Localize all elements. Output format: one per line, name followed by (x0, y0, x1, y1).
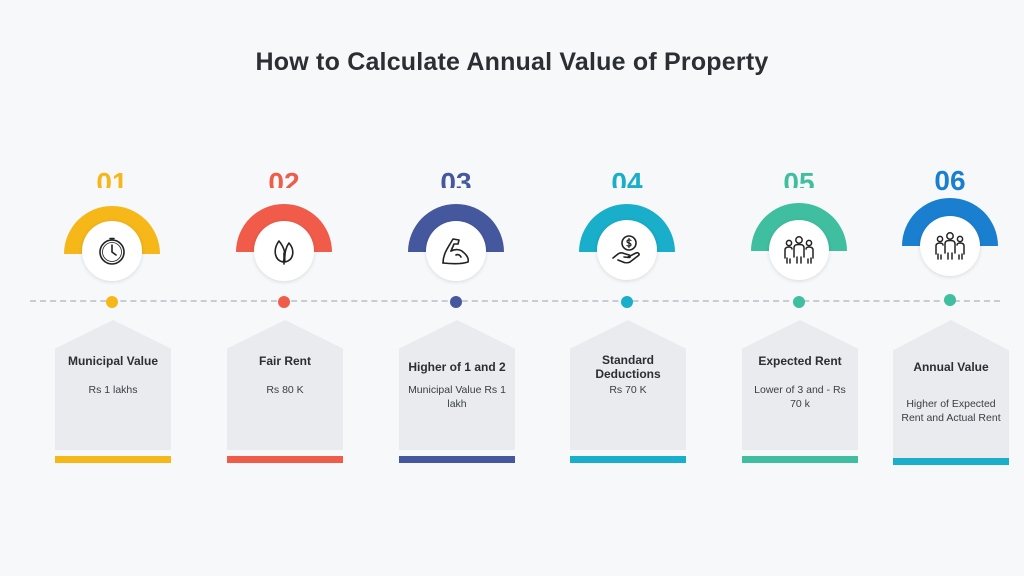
step-5: 05 Expected Rent Lower of 3 and - Rs 70 … (734, 0, 864, 576)
step-1: 01 Municipal Value Rs 1 lakhs (47, 0, 177, 576)
step-card: Expected Rent Lower of 3 and - Rs 70 k (742, 320, 858, 450)
step-text: Lower of 3 and - Rs 70 k (754, 384, 846, 410)
step-6: 06 Annual Value Higher of Expected Rent … (885, 0, 1015, 576)
clock-icon (99, 237, 125, 265)
step-bar (742, 456, 858, 463)
step-text: Rs 80 K (266, 384, 304, 396)
step-bar (570, 456, 686, 463)
step-icon-circle (82, 221, 142, 281)
step-number: 06 (934, 166, 966, 196)
step-2: 02 Fair Rent Rs 80 K (219, 0, 349, 576)
step-number: 03 (440, 167, 472, 188)
step-bar (227, 456, 343, 463)
step-icon-circle (254, 221, 314, 281)
step-title: Higher of 1 and 2 (408, 360, 506, 374)
step-4: 04 Standard Deductions Rs 70 K (562, 0, 692, 576)
step-title: Municipal Value (67, 354, 159, 368)
step-title: Standard Deductions (595, 353, 661, 381)
people-icon (935, 232, 965, 260)
step-icon-circle (426, 221, 486, 281)
step-number: 02 (268, 167, 300, 188)
step-bar (55, 456, 171, 463)
step-icon-circle (920, 216, 980, 276)
step-card: Municipal Value Rs 1 lakhs (55, 320, 171, 450)
step-text: Higher of Expected Rent and Actual Rent (901, 398, 1001, 424)
step-card: Higher of 1 and 2 Municipal Value Rs 1 l… (399, 320, 515, 450)
timeline-dot (278, 296, 290, 308)
step-icon-circle (597, 220, 657, 280)
timeline-dot (944, 294, 956, 306)
step-bar (893, 458, 1009, 465)
money-hand-icon (612, 235, 640, 264)
leaf-icon (274, 240, 294, 265)
step-number: 01 (96, 167, 128, 188)
step-title: Annual Value (913, 360, 989, 374)
step-number: 05 (783, 167, 815, 188)
timeline-dot (793, 296, 805, 308)
step-card: Annual Value Higher of Expected Rent and… (893, 320, 1009, 458)
step-3: 03 Higher of 1 and 2 Municipal Value Rs … (391, 0, 521, 576)
step-text: Municipal Value Rs 1 lakh (408, 384, 506, 410)
step-icon-circle (769, 220, 829, 280)
step-title: Expected Rent (758, 354, 842, 368)
step-number: 04 (611, 167, 643, 188)
page-title: How to Calculate Annual Value of Propert… (255, 48, 769, 76)
step-card: Standard Deductions Rs 70 K (570, 320, 686, 450)
step-bar (399, 456, 515, 463)
step-text: Rs 70 K (609, 384, 647, 396)
timeline-dot (450, 296, 462, 308)
muscle-arm-icon (442, 238, 470, 265)
timeline-dot (106, 296, 118, 308)
timeline-dot (621, 296, 633, 308)
step-title: Fair Rent (258, 354, 311, 368)
step-text: Rs 1 lakhs (88, 384, 138, 396)
timeline-line (30, 300, 1000, 302)
step-card: Fair Rent Rs 80 K (227, 320, 343, 450)
group-icon (784, 236, 814, 264)
